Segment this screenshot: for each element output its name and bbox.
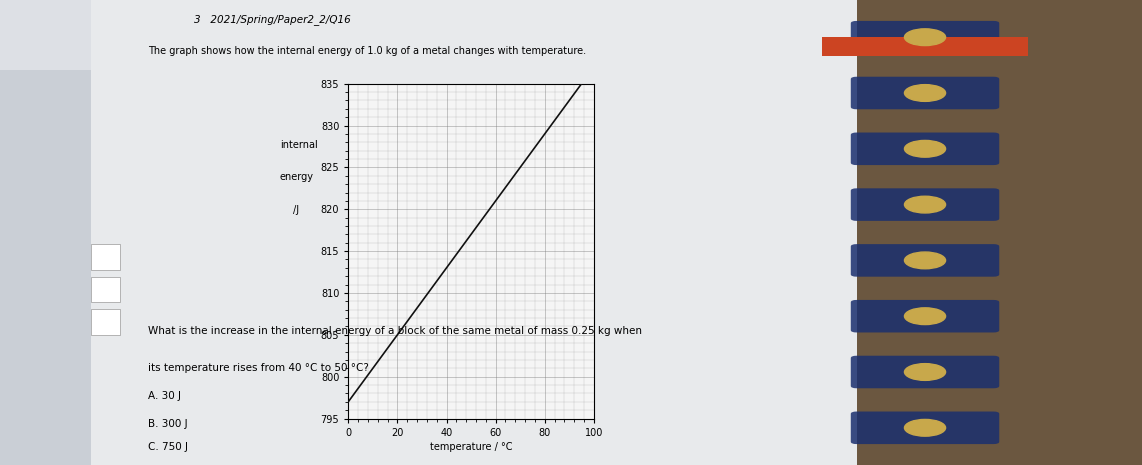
Circle shape (904, 196, 946, 213)
FancyBboxPatch shape (719, 0, 1142, 465)
Text: 3   2021/Spring/Paper2_2/Q16: 3 2021/Spring/Paper2_2/Q16 (194, 14, 351, 25)
Circle shape (904, 140, 946, 157)
FancyBboxPatch shape (851, 21, 999, 53)
Circle shape (904, 308, 946, 325)
Text: The graph shows how the internal energy of 1.0 kg of a metal changes with temper: The graph shows how the internal energy … (148, 46, 587, 57)
FancyBboxPatch shape (0, 0, 719, 465)
FancyBboxPatch shape (91, 277, 120, 302)
Text: internal: internal (280, 140, 317, 150)
FancyBboxPatch shape (91, 309, 120, 335)
FancyBboxPatch shape (851, 300, 999, 332)
Text: What is the increase in the internal energy of a block of the same metal of mass: What is the increase in the internal ene… (148, 326, 643, 336)
Circle shape (904, 29, 946, 46)
Text: its temperature rises from 40 °C to 50 °C?: its temperature rises from 40 °C to 50 °… (148, 363, 369, 373)
Circle shape (904, 85, 946, 101)
FancyBboxPatch shape (851, 356, 999, 388)
Text: energy: energy (280, 172, 314, 182)
X-axis label: temperature / °C: temperature / °C (429, 442, 513, 452)
FancyBboxPatch shape (851, 77, 999, 109)
FancyBboxPatch shape (851, 133, 999, 165)
Text: A. 30 J: A. 30 J (148, 391, 182, 401)
FancyBboxPatch shape (851, 412, 999, 444)
Circle shape (904, 364, 946, 380)
Text: B. 300 J: B. 300 J (148, 418, 188, 429)
FancyBboxPatch shape (91, 0, 857, 465)
Text: C. 750 J: C. 750 J (148, 442, 188, 452)
FancyBboxPatch shape (851, 244, 999, 277)
Circle shape (904, 252, 946, 269)
Text: /J: /J (293, 205, 299, 215)
Circle shape (904, 419, 946, 436)
FancyBboxPatch shape (0, 70, 251, 465)
FancyBboxPatch shape (91, 244, 120, 270)
FancyBboxPatch shape (851, 188, 999, 221)
FancyBboxPatch shape (822, 37, 1028, 56)
